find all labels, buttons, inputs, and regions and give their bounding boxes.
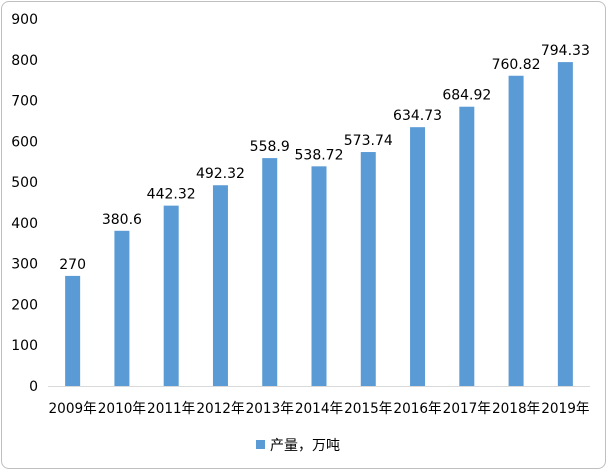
bar-value-label: 794.33 xyxy=(541,43,590,59)
x-tick-label: 2019年 xyxy=(541,401,589,417)
y-tick-label: 600 xyxy=(11,134,38,150)
y-tick-label: 0 xyxy=(29,379,38,395)
bar xyxy=(557,62,573,387)
x-axis-labels: 2009年 2010年 2011年 2012年 2013年 2014年 2015年 2016年… xyxy=(49,401,590,417)
y-tick-label: 100 xyxy=(11,338,38,354)
x-tick-label: 2016年 xyxy=(393,401,441,417)
bar-value-label: 492.32 xyxy=(196,166,245,182)
bar xyxy=(163,205,179,386)
bar-value-label: 634.73 xyxy=(393,108,442,124)
x-tick-label: 2015年 xyxy=(344,401,392,417)
y-tick-label: 500 xyxy=(11,175,38,191)
x-tick-label: 2011年 xyxy=(147,401,195,417)
bar xyxy=(360,152,376,386)
x-tick-label: 2012年 xyxy=(196,401,244,417)
bar-value-label: 538.72 xyxy=(295,147,344,163)
x-tick-label: 2014年 xyxy=(295,401,343,417)
y-tick-label: 200 xyxy=(11,297,38,313)
bar-value-label: 684.92 xyxy=(442,88,491,104)
bar xyxy=(65,275,81,386)
bar xyxy=(262,158,278,386)
bar xyxy=(410,127,426,387)
y-tick-label: 800 xyxy=(11,53,38,69)
legend-label: 产量，万吨 xyxy=(270,438,340,454)
x-tick-label: 2017年 xyxy=(443,401,491,417)
bar-value-label: 573.74 xyxy=(344,133,393,149)
x-tick-label: 2009年 xyxy=(49,401,97,417)
bar-value-label: 442.32 xyxy=(147,187,196,203)
legend-swatch xyxy=(256,440,265,449)
bar-value-label: 760.82 xyxy=(492,57,541,73)
bar xyxy=(459,106,475,387)
bar xyxy=(212,185,228,386)
x-tick-label: 2018年 xyxy=(492,401,540,417)
bar xyxy=(114,230,130,386)
bar-value-label: 558.9 xyxy=(250,139,290,155)
x-tick-label: 2010年 xyxy=(98,401,146,417)
y-tick-label: 300 xyxy=(11,257,38,273)
bars xyxy=(65,62,573,387)
bar xyxy=(508,75,524,386)
y-tick-label: 400 xyxy=(11,216,38,232)
bar xyxy=(311,166,327,386)
bar-value-label: 270 xyxy=(59,257,86,273)
legend: 产量，万吨 xyxy=(256,438,340,454)
x-tick-label: 2013年 xyxy=(246,401,294,417)
y-tick-label: 900 xyxy=(11,12,38,28)
y-tick-label: 700 xyxy=(11,94,38,110)
bar-value-label: 380.6 xyxy=(102,212,142,228)
y-axis-ticks: 0 100 200 300 400 500 600 700 800 900 xyxy=(11,12,38,395)
